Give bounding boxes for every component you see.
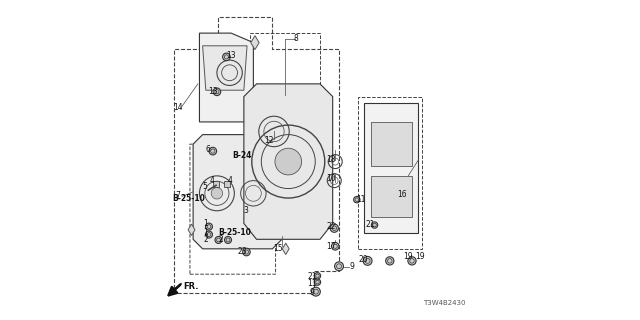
Text: T3W4B2430: T3W4B2430 (423, 300, 465, 306)
Circle shape (275, 148, 301, 175)
Text: 14: 14 (173, 103, 182, 112)
Text: 3: 3 (243, 206, 248, 215)
Text: 2: 2 (204, 236, 208, 244)
Text: 1: 1 (204, 219, 208, 228)
Text: 13: 13 (208, 87, 218, 96)
Text: 7: 7 (175, 191, 180, 200)
Bar (358, 97, 422, 249)
Text: 17: 17 (326, 242, 336, 251)
Polygon shape (371, 122, 412, 166)
Circle shape (354, 196, 360, 203)
Circle shape (215, 236, 222, 244)
Text: FR.: FR. (183, 282, 198, 292)
Text: 11: 11 (356, 195, 366, 204)
Polygon shape (364, 103, 419, 233)
Text: 9: 9 (349, 262, 354, 271)
Text: 9: 9 (310, 288, 315, 297)
Text: 21: 21 (308, 272, 317, 281)
Circle shape (386, 257, 394, 265)
Circle shape (205, 231, 212, 238)
Text: 22: 22 (326, 222, 335, 231)
Text: B-24: B-24 (232, 151, 252, 160)
Text: 11: 11 (308, 279, 317, 288)
Polygon shape (203, 46, 247, 90)
Circle shape (335, 262, 344, 271)
Polygon shape (244, 84, 333, 239)
Polygon shape (193, 135, 282, 249)
Text: 20: 20 (359, 255, 369, 264)
Circle shape (209, 147, 216, 155)
Text: B-25-10: B-25-10 (172, 194, 205, 203)
Circle shape (205, 223, 212, 230)
Circle shape (332, 243, 339, 250)
Text: 2: 2 (219, 236, 223, 244)
Text: 19: 19 (415, 252, 425, 261)
Circle shape (312, 287, 320, 296)
Text: 8: 8 (294, 34, 299, 43)
Text: 12: 12 (264, 136, 273, 145)
Circle shape (363, 256, 372, 265)
Text: 13: 13 (227, 52, 236, 60)
Circle shape (211, 188, 223, 199)
Text: 18: 18 (326, 155, 336, 164)
Text: 4: 4 (228, 176, 233, 185)
Circle shape (223, 53, 230, 61)
Circle shape (314, 279, 321, 285)
Text: 6: 6 (206, 145, 211, 154)
Bar (250, 33, 320, 154)
Polygon shape (200, 33, 253, 122)
Text: 16: 16 (397, 190, 407, 199)
Text: 21: 21 (365, 220, 375, 228)
Text: 19: 19 (403, 252, 413, 261)
Circle shape (408, 257, 416, 265)
Polygon shape (188, 224, 195, 236)
Circle shape (314, 273, 321, 279)
Circle shape (243, 248, 250, 256)
Text: 1: 1 (204, 228, 208, 237)
Text: 15: 15 (273, 244, 283, 253)
Circle shape (213, 88, 221, 96)
Bar (224, 181, 230, 187)
Text: 10: 10 (326, 174, 336, 183)
Text: B-25-10: B-25-10 (218, 228, 251, 237)
Circle shape (371, 222, 378, 228)
Polygon shape (282, 243, 289, 254)
Text: 23: 23 (237, 247, 247, 256)
Text: 5: 5 (203, 181, 207, 190)
Polygon shape (251, 36, 259, 50)
Circle shape (330, 224, 339, 232)
Circle shape (225, 236, 232, 244)
Bar (213, 181, 219, 187)
Text: 4: 4 (210, 176, 214, 185)
Polygon shape (371, 176, 412, 217)
